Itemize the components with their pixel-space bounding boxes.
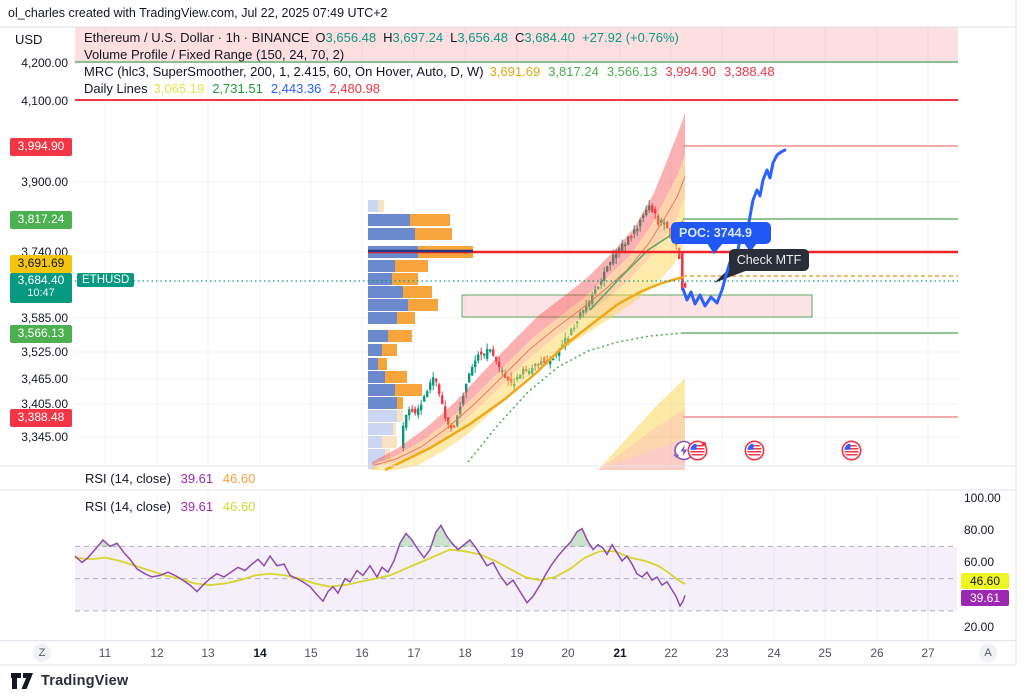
time-tick: 21: [613, 646, 627, 660]
time-tick: 17: [407, 646, 421, 660]
ohlc-o: 3,656.48: [325, 30, 377, 45]
supply-zone-top: [75, 27, 958, 62]
timezone-button[interactable]: Z: [33, 644, 51, 662]
time-tick: 27: [921, 646, 935, 660]
rsi-ma-value-2: 46.60: [222, 499, 256, 514]
rsi-legend[interactable]: RSI (14, close) 39.61 46.60: [85, 499, 261, 514]
daily-line-value: 2,731.51: [212, 81, 263, 96]
time-tick: 11: [98, 646, 112, 660]
legend-daily-lines-row[interactable]: Daily Lines 3,065.19 2,731.51 2,443.36 2,480…: [84, 80, 783, 97]
time-tick: 14: [253, 646, 267, 660]
rsi-tick: 60.00: [964, 555, 995, 569]
daily-line-value: 2,443.36: [270, 81, 322, 96]
symbol-legend: Ethereum / U.S. Dollar · 1h · BINANCE O3,…: [84, 29, 783, 97]
supersmoother-yellow-curve: [384, 275, 684, 472]
rsi-label-1: RSI (14, close): [85, 471, 171, 486]
mrc-lower1-curve: [467, 332, 684, 463]
daily-lines-values: 3,065.19 2,731.51 2,443.36 2,480.98: [154, 81, 388, 96]
mrc-lower-band: [598, 378, 685, 470]
attribution-text: ol_charles created with TradingView.com,…: [8, 6, 388, 20]
price-badge: 3,566.13: [10, 325, 72, 343]
rsi-plot: [74, 524, 957, 612]
time-tick: 19: [510, 646, 524, 660]
rsi-tick: 20.00: [964, 620, 995, 634]
mrc-value: 3,566.13: [606, 64, 658, 79]
time-tick: 16: [355, 646, 369, 660]
mrc-value: 3,994.90: [665, 64, 717, 79]
time-tick: 25: [818, 646, 832, 660]
mrc-value: 3,817.24: [548, 64, 599, 79]
tradingview-logo-icon: [11, 673, 33, 689]
price-badge: 3,691.69: [10, 255, 72, 273]
mrc-indicator-label: MRC (hlc3, SuperSmoother, 200, 1, 2.415,…: [84, 64, 484, 79]
rsi-tick: 100.00: [964, 491, 1001, 505]
legend-ohlc-values: O3,656.48 H3,697.24 L3,656.48 C3,684.40 +27.…: [315, 30, 679, 45]
price-badge: 3,684.40 10:47: [10, 273, 72, 303]
price-tick: 3,345.00: [21, 430, 68, 444]
ohlc-h: 3,697.24: [392, 30, 444, 45]
rsi-ma-value-1: 46.60: [222, 471, 256, 486]
mrc-value: 3,388.48: [724, 64, 775, 79]
time-tick: 22: [664, 646, 678, 660]
tradingview-logo-text: TradingView: [41, 673, 129, 689]
rsi-label-2: RSI (14, close): [85, 499, 171, 514]
time-tick: 26: [870, 646, 884, 660]
price-tick: 3,525.00: [21, 345, 68, 359]
rsi-value-1: 39.61: [180, 471, 214, 486]
rsi-badge: 39.61: [961, 590, 1009, 606]
rsi-tick: 80.00: [964, 523, 995, 537]
price-badge: 3,817.24: [10, 211, 72, 229]
us-economic-event-icon[interactable]: [744, 440, 765, 461]
daily-line-value: 2,480.98: [329, 81, 381, 96]
symbol-price-tag: ETHUSD: [77, 273, 135, 287]
daily-lines-indicator-label: Daily Lines: [84, 81, 148, 96]
time-tick: 24: [767, 646, 781, 660]
price-tick: 3,465.00: [21, 372, 68, 386]
price-tick: 3,585.00: [21, 311, 68, 325]
price-tick: 4,100.00: [21, 94, 68, 108]
auto-scale-button[interactable]: A: [979, 644, 997, 662]
ohlc-c: 3,684.40: [524, 30, 575, 45]
check-mtf-tooltip[interactable]: Check MTF: [729, 249, 809, 271]
rsi-badge: 46.60: [961, 573, 1009, 589]
rsi-value-2: 39.61: [180, 499, 214, 514]
time-tick: 23: [715, 646, 729, 660]
tradingview-logo[interactable]: TradingView: [10, 672, 128, 690]
poc-drawing-label: POC: 3744.9: [671, 222, 771, 244]
price-tick: 3,900.00: [21, 175, 68, 189]
ohlc-l: 3,656.48: [457, 30, 508, 45]
price-change: +27.92 (+0.76%): [581, 30, 679, 45]
volume-profile-indicator-label: Volume Profile / Fixed Range (150, 24, 7…: [84, 47, 345, 62]
time-tick: 15: [304, 646, 318, 660]
drawn-projection-arrow[interactable]: [681, 148, 787, 308]
time-tick: 12: [150, 646, 164, 660]
legend-symbol-row[interactable]: Ethereum / U.S. Dollar · 1h · BINANCE O3,…: [84, 29, 783, 46]
currency-label: USD: [15, 32, 43, 47]
price-badge: 3,994.90: [10, 138, 72, 156]
mrc-upper-band: [371, 113, 686, 470]
legend-volume-profile-row[interactable]: Volume Profile / Fixed Range (150, 24, 7…: [84, 46, 783, 63]
rsi-line: [74, 524, 686, 608]
daily-line-value: 3,065.19: [153, 81, 205, 96]
poc-label-tail: [707, 243, 723, 254]
symbol-title: Ethereum / U.S. Dollar · 1h · BINANCE: [84, 30, 310, 45]
check-mtf-tail: [714, 268, 748, 283]
mrc-value: 3,691.69: [489, 64, 541, 79]
rsi-legend-collapsed[interactable]: RSI (14, close) 39.61 46.60: [85, 471, 261, 486]
legend-mrc-row[interactable]: MRC (hlc3, SuperSmoother, 200, 1, 2.415,…: [84, 63, 783, 80]
poc-label-tail2: [744, 243, 757, 252]
us-economic-event-icon[interactable]: [841, 440, 862, 461]
mrc-indicator-values: 3,691.69 3,817.24 3,566.13 3,994.90 3,388.48: [490, 64, 783, 79]
time-tick: 18: [458, 646, 472, 660]
price-tick: 4,200.00: [21, 56, 68, 70]
price-badge: 3,388.48: [10, 409, 72, 427]
time-tick: 13: [201, 646, 215, 660]
price-tick: 3,405.00: [21, 397, 68, 411]
us-economic-event-icon[interactable]: [687, 440, 708, 461]
time-tick: 20: [561, 646, 575, 660]
